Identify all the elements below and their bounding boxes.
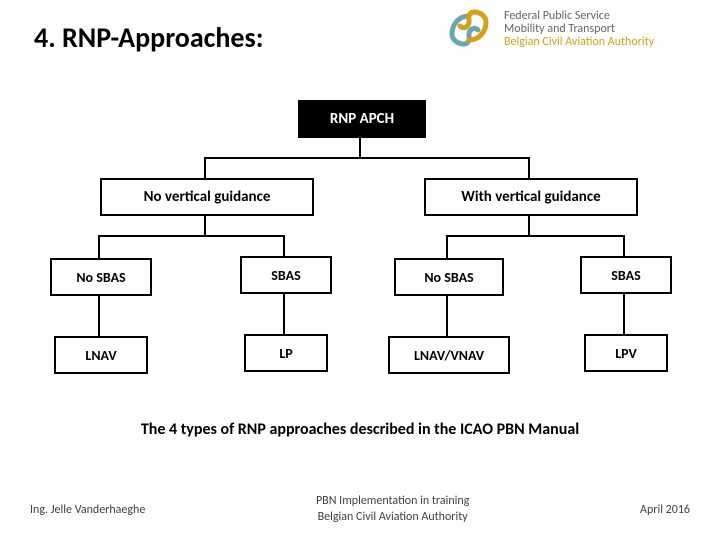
connector: [204, 157, 530, 159]
node-sbas2: SBAS: [580, 256, 672, 294]
connector: [98, 235, 285, 237]
node-lp: LP: [244, 334, 328, 372]
footer-author: Ing. Jelle Vanderhaeghe: [30, 503, 145, 517]
connector: [98, 235, 100, 258]
node-nosbas1: No SBAS: [50, 258, 152, 296]
node-novg: No vertical guidance: [100, 178, 314, 216]
slide: 4. RNP-Approaches: Federal Public Servic…: [0, 0, 720, 540]
logo-text: Federal Public Service Mobility and Tran…: [504, 10, 654, 50]
page-title: 4. RNP-Approaches:: [34, 20, 263, 55]
connector: [623, 294, 625, 334]
footer-date: April 2016: [640, 503, 690, 517]
footer-center-line2: Belgian Civil Aviation Authority: [316, 510, 469, 526]
connector: [204, 157, 206, 178]
connector: [446, 235, 448, 258]
connector: [283, 235, 285, 256]
node-lnavvnav: LNAV/VNAV: [388, 336, 510, 374]
node-sbas1: SBAS: [240, 256, 332, 294]
connector: [283, 294, 285, 334]
node-root: RNP APCH: [298, 100, 426, 138]
connector: [528, 157, 530, 178]
connector: [528, 216, 530, 236]
node-lnav: LNAV: [54, 336, 148, 374]
rnp-tree-diagram: The 4 types of RNP approaches described …: [50, 100, 670, 430]
node-nosbas2: No SBAS: [394, 258, 504, 296]
footer: Ing. Jelle Vanderhaeghe PBN Implementati…: [0, 480, 720, 540]
node-wvg: With vertical guidance: [424, 178, 638, 216]
logo-line3: Belgian Civil Aviation Authority: [504, 36, 654, 49]
connector: [359, 138, 361, 158]
connector: [98, 296, 100, 336]
diagram-caption: The 4 types of RNP approaches described …: [50, 420, 670, 439]
footer-center: PBN Implementation in training Belgian C…: [316, 494, 469, 525]
logo: Federal Public Service Mobility and Tran…: [444, 6, 694, 56]
node-lpv: LPV: [584, 334, 668, 372]
connector: [623, 235, 625, 256]
connector: [204, 216, 206, 236]
footer-center-line1: PBN Implementation in training: [316, 494, 469, 510]
connector: [446, 296, 448, 336]
logo-icon: [444, 8, 494, 48]
connector: [446, 235, 625, 237]
